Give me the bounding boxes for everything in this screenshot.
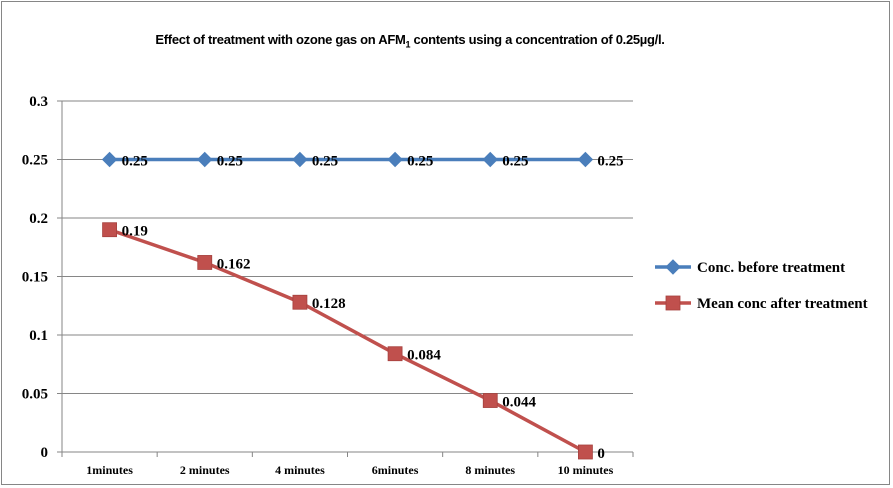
data-point-marker <box>197 151 213 168</box>
chart-title: Effect of treatment with ozone gas on AF… <box>30 32 790 54</box>
data-point-marker <box>197 255 213 270</box>
data-point-marker <box>482 151 498 168</box>
gridlines <box>62 100 633 394</box>
x-tick-label: 1minutes <box>86 463 133 477</box>
y-tick-label: 0.1 <box>29 328 48 344</box>
legend-swatch-marker <box>665 295 681 311</box>
y-tick-label: 0.15 <box>22 270 48 286</box>
data-point-marker <box>578 444 593 460</box>
y-tick-label: 0.2 <box>29 211 48 227</box>
data-point-marker <box>387 346 403 362</box>
y-tick-label: 0.3 <box>29 94 48 110</box>
data-labels: 0.25 0.25 0.25 0.25 0.25 0.25 0.19 0.162 0.128 0.… <box>122 154 624 463</box>
legend-swatch-marker <box>665 259 681 275</box>
x-tick-label: 10 minutes <box>558 463 614 477</box>
data-point-marker <box>292 151 308 168</box>
x-tick-label: 6minutes <box>372 463 419 477</box>
data-label: 0.25 <box>407 154 433 170</box>
data-label: 0.084 <box>407 348 441 364</box>
x-tick-label: 4 minutes <box>275 463 325 477</box>
data-label: 0.25 <box>122 154 148 170</box>
data-label: 0.128 <box>312 296 346 312</box>
y-tick-label: 0 <box>41 445 49 461</box>
data-point-marker <box>102 222 117 238</box>
data-point-marker <box>292 294 308 310</box>
data-label: 0.25 <box>597 154 623 170</box>
data-point-marker <box>482 393 498 408</box>
data-label: 0.25 <box>312 154 338 170</box>
data-label: 0.25 <box>217 154 243 170</box>
chart-title-rest: contents using a concentration of 0.25µg… <box>410 32 665 47</box>
legend-entry-label: Mean conc after treatment <box>697 296 868 312</box>
legend-entry-label: Conc. before treatment <box>697 260 845 276</box>
chart-title-main: Effect of treatment with ozone gas on AF… <box>155 32 406 47</box>
legend: Conc. before treatment Mean conc after tr… <box>655 259 868 312</box>
data-point-marker <box>101 151 118 168</box>
series <box>101 151 594 460</box>
data-label: 0 <box>597 446 605 462</box>
data-label: 0.19 <box>122 224 148 240</box>
y-tick-label: 0.05 <box>22 387 48 403</box>
data-label: 0.25 <box>502 154 528 170</box>
series-line-2 <box>109 228 587 454</box>
chart-title-subscript: 1 <box>405 39 411 50</box>
data-point-marker <box>577 151 594 168</box>
x-tick-label: 8 minutes <box>465 463 515 477</box>
data-label: 0.044 <box>502 395 536 411</box>
x-tick-label: 2 minutes <box>180 463 230 477</box>
data-label: 0.162 <box>217 256 251 272</box>
axes: 0 0.05 0.1 0.15 0.2 0.25 0.3 1minutes 2 minutes 4… <box>22 94 634 477</box>
y-tick-label: 0.25 <box>22 153 48 169</box>
data-point-marker <box>387 151 403 168</box>
